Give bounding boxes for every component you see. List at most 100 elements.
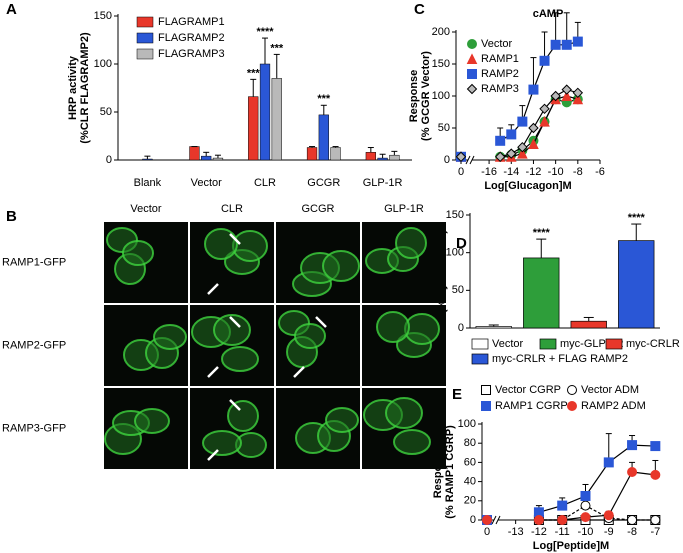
bar [570,320,607,329]
bar [248,96,259,161]
cell [385,397,423,429]
x-tick-label: -10 [548,166,564,178]
y-axis-label: (% RAMP1 CGRP) [444,425,456,519]
marker [517,116,528,127]
legend-marker [466,83,478,95]
marker [539,55,550,66]
y-tick-label: 0 [444,154,450,166]
x-tick-label: 0 [484,526,490,538]
y-tick-label: 50 [438,122,450,134]
legend-marker [481,385,491,395]
axis-break [469,155,475,165]
x-tick-label: -16 [481,166,497,178]
x-tick-label: -6 [595,166,605,178]
bar [306,147,318,161]
x-tick-label: -13 [508,526,524,538]
legend-marker [467,69,477,79]
marker [561,90,573,101]
cell [322,250,360,282]
bar [318,114,329,161]
marker [650,515,661,525]
marker [561,84,572,95]
arrow [293,366,305,378]
panel-label: D [456,235,467,252]
cell [221,346,259,372]
y-tick-label: 100 [432,90,450,102]
row-label: RAMP1-GFP [2,256,66,268]
marker [517,141,528,153]
significance: *** [317,93,331,105]
column-label: GLP-1R [384,203,424,215]
column-label: CLR [221,203,243,215]
row-label: RAMP2-GFP [2,339,66,351]
y-tick-label: 0 [470,514,476,526]
legend-swatch [605,338,623,350]
marker [572,36,583,47]
cell [122,240,154,266]
arrow [229,399,241,411]
y-tick-label: 80 [464,437,476,449]
x-axis-label: Log[Glucagon]M [484,180,571,192]
marker [572,93,584,105]
bar [365,152,376,161]
x-tick-label: -9 [604,526,614,538]
x-tick-label: GLP-1R [363,177,403,189]
legend-marker [467,39,477,49]
marker [627,515,638,525]
x-tick-label: GCGR [307,177,340,189]
y-tick-label: 150 [94,10,112,22]
legend-swatch [136,16,154,28]
marker [580,500,591,511]
marker [580,512,591,523]
marker [580,491,591,501]
marker [517,147,528,159]
y-tick-label: 100 [446,247,464,259]
arrow [315,316,327,328]
axis-break [491,515,497,525]
marker [533,515,544,525]
cell [202,430,242,456]
arrow [207,366,219,378]
y-tick-label: 50 [452,284,464,296]
y-tick-label: 100 [458,418,476,430]
y-tick-label: 200 [432,26,450,38]
arrow [207,283,219,295]
marker [482,515,492,525]
y-tick-label: 0 [458,322,464,334]
marker [506,148,517,159]
row-label: RAMP3-GFP [2,422,66,434]
bar [142,158,153,161]
legend-marker [466,53,478,64]
marker [506,129,517,140]
marker [550,39,561,50]
y-tick-label: 100 [94,58,112,70]
marker [627,467,638,477]
x-tick-label: -10 [578,526,594,538]
marker [528,84,539,95]
bar [259,63,271,161]
cell [134,408,170,434]
cell [153,324,187,350]
cell [232,230,268,262]
marker [494,151,506,163]
column-label: Vector [130,203,162,215]
marker [650,441,661,452]
legend-label: FLAGRAMP3 [158,48,225,60]
x-tick-label: 0 [458,166,464,178]
legend-label: RAMP2 [481,68,519,80]
panel-label: E [452,386,462,403]
significance: *** [270,42,284,54]
marker [603,510,614,521]
significance: *** [247,67,261,79]
chart-title: cAMP [533,8,564,20]
marker [550,90,561,102]
legend-marker [567,401,577,411]
arrow [207,449,219,461]
cell [395,227,427,259]
marker [603,457,614,468]
marker [557,515,568,525]
micrograph [190,388,274,469]
y-tick-label: 60 [464,456,476,468]
cell [294,323,326,349]
